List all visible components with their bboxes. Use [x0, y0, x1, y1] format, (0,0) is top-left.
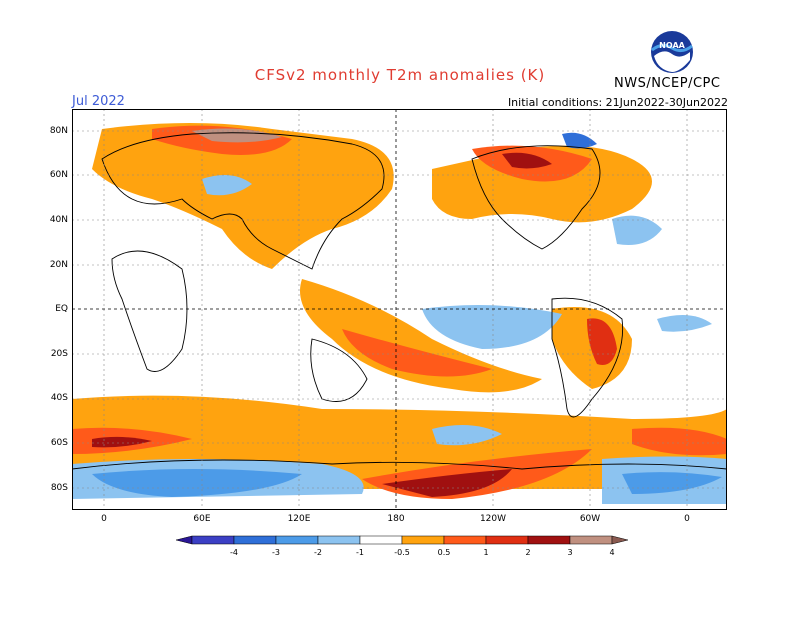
- colorbar: [176, 535, 628, 545]
- map-title: CFSv2 monthly T2m anomalies (K): [254, 66, 546, 84]
- agency-credit: NWS/NCEP/CPC: [614, 76, 721, 91]
- lat-label: 80N: [49, 126, 68, 136]
- initial-conditions: Initial conditions: 21Jun2022-30Jun2022: [507, 96, 728, 109]
- logo-text: NOAA: [659, 41, 685, 50]
- colorbar-label: -3: [272, 548, 280, 557]
- eurasia-outline: [101, 132, 385, 270]
- lon-label: 0: [101, 514, 107, 524]
- lat-label: 20S: [50, 349, 68, 359]
- colorbar-label: 4: [609, 548, 615, 557]
- extreme-warm-anomaly-regions: [92, 128, 552, 497]
- colorbar-label: -4: [230, 548, 238, 557]
- lon-label: 180: [387, 514, 405, 524]
- colorbar-segment: [359, 535, 403, 545]
- lon-label: 120W: [479, 514, 507, 524]
- colorbar-label: 2: [525, 548, 531, 557]
- colorbar-label: 1: [483, 548, 489, 557]
- lon-label: 0: [684, 514, 690, 524]
- colorbar-segment: [233, 535, 277, 545]
- antarctica-outline: [72, 459, 727, 470]
- africa-outline: [111, 250, 188, 372]
- lat-label: 60S: [50, 438, 68, 448]
- colorbar-label: 3: [567, 548, 573, 557]
- colorbar-label: 0.5: [437, 548, 451, 557]
- colorbar-arrow-high: [611, 535, 628, 545]
- colorbar-segment: [191, 535, 235, 545]
- noaa-logo: NOAA: [651, 31, 693, 73]
- colorbar-segment: [527, 535, 571, 545]
- graticule: [72, 109, 727, 510]
- lat-label: 80S: [50, 483, 68, 493]
- lon-label: 120E: [287, 514, 311, 524]
- lon-label: 60E: [193, 514, 211, 524]
- colorbar-arrow-low: [176, 535, 193, 545]
- colorbar-segment: [401, 535, 445, 545]
- colorbar-label: -0.5: [394, 548, 410, 557]
- map-frame: [72, 109, 727, 510]
- australia-outline: [310, 338, 368, 402]
- lat-label: 60N: [49, 170, 68, 180]
- lat-label: 20N: [49, 260, 68, 270]
- colorbar-segment: [485, 535, 529, 545]
- colorbar-segment: [317, 535, 361, 545]
- lat-label: EQ: [55, 304, 68, 314]
- strong-cool-anomaly-regions: [92, 132, 722, 497]
- forecast-month: Jul 2022: [72, 94, 125, 109]
- colorbar-segment: [443, 535, 487, 545]
- lat-label: 40N: [49, 215, 68, 225]
- north-america-outline: [471, 145, 601, 250]
- colorbar-segment: [569, 535, 613, 545]
- lat-label: 40S: [50, 393, 68, 403]
- colorbar-segment: [275, 535, 319, 545]
- equator-dateline: [72, 109, 727, 510]
- colorbar-label: -1: [356, 548, 364, 557]
- lon-label: 60W: [579, 514, 601, 524]
- anomaly-map: [72, 109, 727, 510]
- colorbar-label: -2: [314, 548, 322, 557]
